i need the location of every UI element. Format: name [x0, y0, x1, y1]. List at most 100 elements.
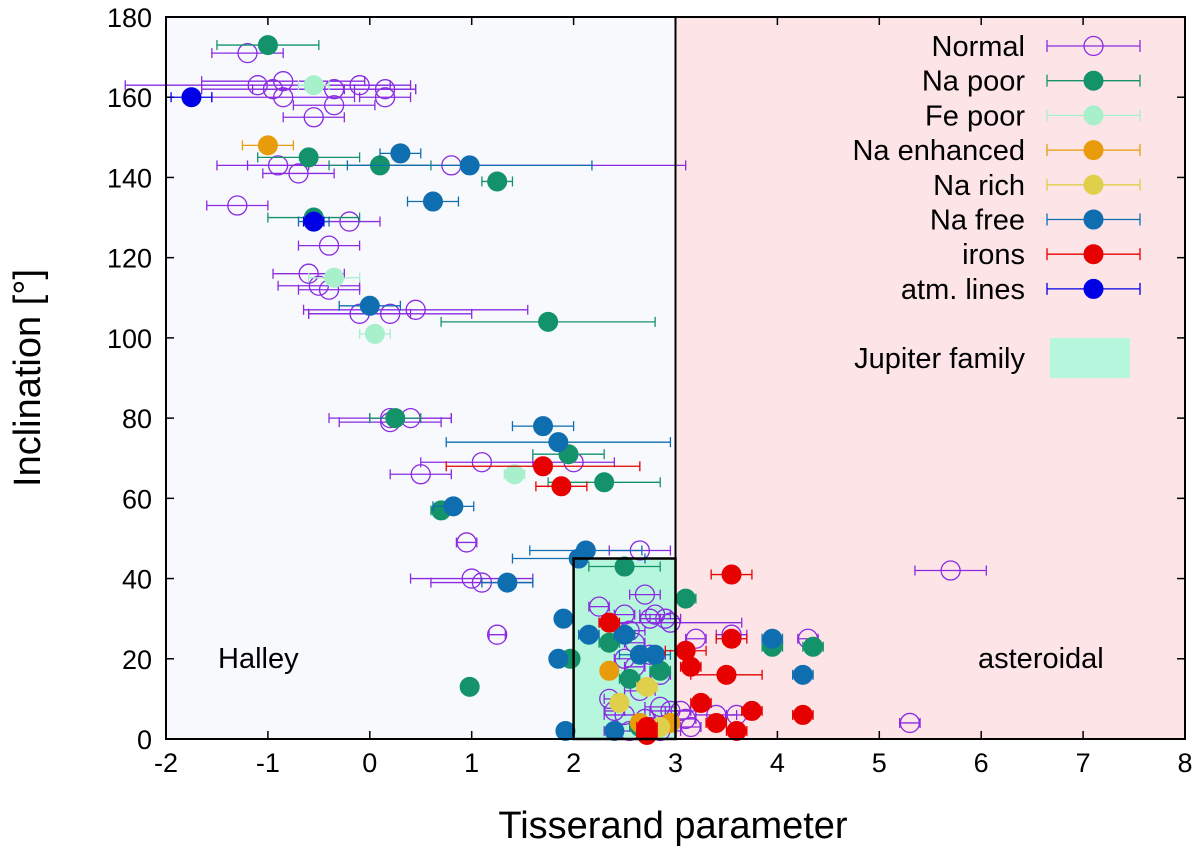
marker-irons	[721, 628, 742, 649]
data-point	[282, 107, 345, 128]
data-point	[487, 624, 508, 645]
marker-normal	[247, 75, 268, 96]
data-point	[338, 295, 402, 316]
x-tick-label: 3	[668, 748, 683, 778]
data-point	[511, 416, 575, 437]
data-point	[481, 171, 514, 192]
y-axis-title: Inclination [°]	[7, 269, 49, 487]
data-point	[578, 624, 600, 645]
marker-na-poor	[298, 147, 319, 168]
marker-na-free	[548, 432, 569, 453]
legend-item-na-free: Na free	[930, 205, 1141, 237]
marker-irons	[551, 476, 572, 497]
data-point	[725, 720, 748, 741]
marker-na-poor	[675, 588, 696, 609]
data-point	[445, 456, 641, 477]
x-tick-label: -1	[256, 748, 280, 778]
data-point	[455, 532, 478, 553]
marker-na-poor	[257, 35, 278, 56]
data-point	[241, 135, 295, 156]
marker-irons	[706, 712, 727, 733]
legend-item-irons: irons	[962, 239, 1141, 271]
marker-na-free	[604, 720, 625, 741]
marker-normal	[303, 107, 324, 128]
marker-na-enhanced	[257, 135, 278, 156]
data-point	[308, 303, 473, 324]
y-tick-label: 20	[122, 645, 152, 675]
data-point	[599, 660, 620, 681]
marker-normal	[680, 716, 701, 738]
y-tick-label: 0	[137, 725, 152, 755]
x-axis-title: Tisserand parameter	[498, 805, 848, 847]
legend-marker	[1083, 174, 1104, 195]
marker-na-poor	[385, 408, 406, 429]
data-point	[379, 143, 422, 164]
legend-label: atm. lines	[901, 274, 1025, 306]
marker-na-free	[497, 572, 518, 593]
marker-atm-lines	[303, 211, 324, 232]
marker-normal	[634, 584, 656, 605]
marker-normal	[318, 235, 340, 256]
marker-na-poor	[803, 636, 824, 657]
plot-frame	[165, 16, 1186, 740]
marker-na-free	[614, 624, 635, 645]
data-point	[618, 644, 661, 665]
data-point	[216, 35, 320, 56]
marker-normal	[288, 163, 309, 184]
marker-irons	[721, 564, 742, 585]
marker-normal	[471, 452, 493, 473]
data-point	[609, 692, 630, 713]
legend-label: Fe poor	[925, 100, 1025, 132]
marker-na-rich	[636, 676, 657, 697]
data-point	[715, 628, 748, 649]
data-point	[628, 584, 661, 605]
marker-na-poor	[538, 311, 559, 332]
legend-marker	[1083, 244, 1104, 265]
data-point	[297, 75, 330, 96]
points-layer	[124, 35, 987, 745]
legend-item-normal: Normal	[932, 31, 1141, 63]
legend-item-jupiter-family: Jupiter family	[854, 338, 1130, 378]
marker-na-enhanced	[599, 660, 620, 681]
y-tick-label: 100	[107, 324, 152, 354]
data-point	[206, 195, 269, 216]
frame-layer	[165, 16, 1186, 741]
marker-na-free	[459, 155, 480, 176]
data-point	[588, 556, 661, 577]
data-point	[548, 648, 569, 669]
data-point	[710, 564, 753, 585]
y-tick-label: 180	[107, 3, 152, 33]
data-point	[679, 716, 702, 738]
marker-normal	[298, 263, 319, 284]
marker-na-poor	[619, 668, 640, 689]
marker-normal	[650, 696, 671, 718]
legend-label: Na rich	[933, 170, 1025, 202]
marker-na-free	[792, 664, 813, 685]
marker-na-free	[443, 496, 464, 517]
marker-normal	[461, 568, 482, 589]
data-point	[432, 496, 475, 517]
marker-normal	[227, 195, 248, 216]
x-tick-label: 7	[1076, 748, 1091, 778]
marker-na-free	[553, 608, 574, 629]
marker-irons	[741, 700, 762, 721]
marker-fe-poor	[364, 323, 385, 344]
data-point	[170, 87, 213, 108]
marker-na-poor	[614, 556, 635, 577]
series-na-free	[297, 143, 814, 741]
data-point	[262, 163, 335, 184]
y-tick-label: 120	[107, 244, 152, 274]
data-point	[636, 676, 658, 697]
marker-normal	[237, 42, 258, 64]
data-point	[257, 147, 361, 168]
marker-na-poor	[594, 472, 615, 493]
legend-item-atm-lines: atm. lines	[901, 274, 1141, 306]
x-tick-label: -2	[154, 748, 178, 778]
marker-normal	[660, 612, 681, 633]
data-point	[358, 323, 391, 344]
marker-normal	[273, 71, 294, 92]
series-atm-lines	[170, 87, 325, 232]
data-point	[685, 628, 707, 649]
data-point	[406, 191, 460, 212]
